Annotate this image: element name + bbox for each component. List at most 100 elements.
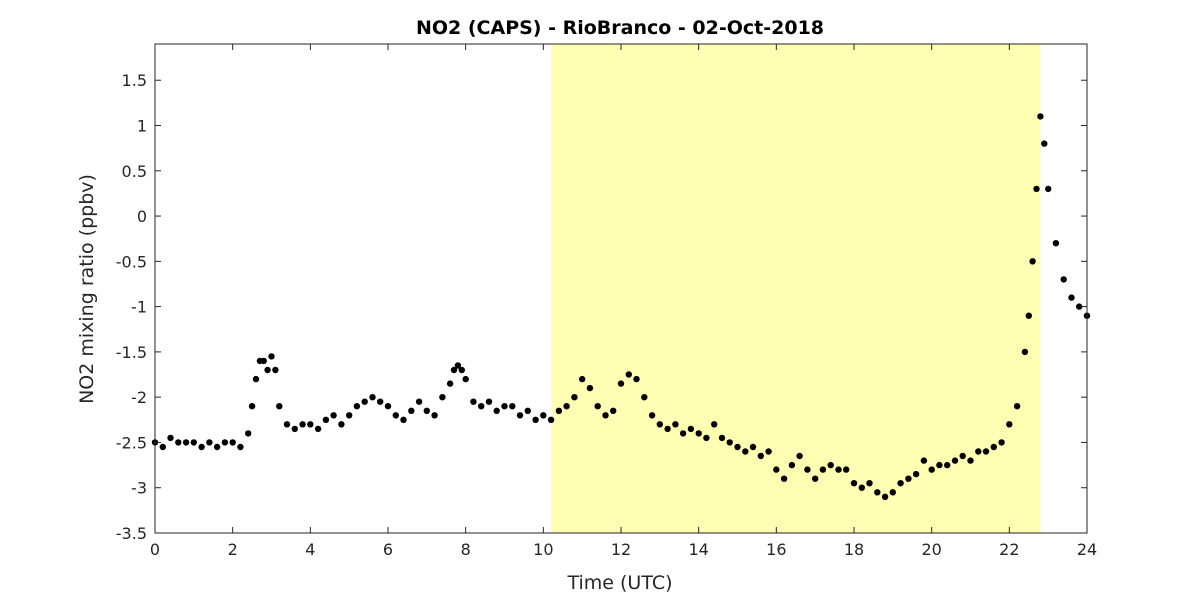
- data-point: [213, 443, 221, 451]
- data-point: [175, 439, 182, 446]
- data-point: [516, 412, 524, 419]
- data-point: [446, 380, 454, 387]
- data-point: [602, 412, 609, 419]
- data-point: [897, 480, 904, 487]
- data-point: [742, 448, 749, 455]
- chart-title: NO2 (CAPS) - RioBranco - 02-Oct-2018: [416, 17, 824, 39]
- data-point: [679, 430, 687, 437]
- data-point: [990, 443, 997, 451]
- data-point: [248, 403, 256, 410]
- data-point: [765, 448, 772, 455]
- data-point: [563, 403, 570, 410]
- data-point: [540, 412, 547, 419]
- data-point: [998, 439, 1005, 446]
- data-point: [276, 403, 283, 410]
- y-tick-label: -2: [131, 388, 147, 407]
- data-point: [633, 375, 640, 383]
- y-tick-label: 1.5: [122, 71, 147, 90]
- y-tick-label: 0: [137, 207, 147, 226]
- data-point: [299, 421, 306, 428]
- data-point: [291, 425, 298, 433]
- data-point: [493, 407, 500, 414]
- data-point: [819, 466, 827, 473]
- data-point: [579, 375, 586, 383]
- data-point: [361, 398, 368, 405]
- data-point: [252, 375, 260, 383]
- data-point: [648, 412, 656, 419]
- data-point: [1045, 185, 1052, 193]
- data-point: [555, 407, 563, 414]
- highlight-span: [551, 44, 1041, 533]
- x-tick-label: 10: [533, 540, 553, 559]
- data-point: [532, 416, 539, 423]
- data-point: [835, 466, 842, 473]
- data-point: [664, 425, 671, 433]
- data-point: [967, 457, 974, 464]
- x-tick-label: 24: [1077, 540, 1097, 559]
- data-point: [656, 421, 663, 428]
- data-point: [804, 466, 811, 473]
- data-point: [703, 434, 710, 442]
- data-point: [322, 416, 330, 423]
- data-point: [1052, 240, 1060, 247]
- x-tick-label: 18: [844, 540, 864, 559]
- data-point: [757, 452, 764, 460]
- data-point: [384, 403, 392, 410]
- data-point: [346, 412, 353, 419]
- data-point: [458, 366, 465, 374]
- data-point: [478, 403, 485, 410]
- y-tick-label: -1: [131, 298, 147, 317]
- y-tick-label: 0.5: [122, 162, 147, 181]
- data-point: [920, 457, 928, 464]
- data-point: [858, 484, 865, 491]
- data-point: [812, 475, 819, 482]
- data-point: [734, 443, 741, 451]
- data-point: [423, 407, 430, 414]
- data-point: [874, 489, 881, 496]
- data-point: [982, 448, 990, 455]
- data-point: [198, 443, 205, 451]
- x-tick-label: 8: [461, 540, 471, 559]
- data-point: [470, 398, 477, 405]
- data-point: [850, 480, 858, 487]
- data-point: [400, 416, 407, 423]
- data-point: [206, 439, 213, 446]
- data-point: [264, 366, 271, 374]
- data-point: [951, 457, 959, 464]
- data-point: [625, 371, 632, 378]
- x-tick-label: 20: [921, 540, 941, 559]
- data-point: [431, 412, 438, 419]
- data-point: [272, 366, 279, 374]
- data-point: [314, 425, 322, 433]
- data-point: [330, 412, 337, 419]
- x-tick-label: 6: [383, 540, 393, 559]
- data-point: [1033, 185, 1040, 193]
- data-point: [462, 375, 469, 383]
- x-tick-label: 0: [150, 540, 160, 559]
- x-tick-label: 12: [611, 540, 631, 559]
- data-point: [687, 425, 695, 433]
- data-point: [788, 461, 796, 469]
- data-point: [338, 421, 345, 428]
- data-point: [718, 434, 726, 442]
- data-point: [524, 407, 531, 414]
- data-point: [796, 452, 803, 460]
- data-point: [672, 421, 679, 428]
- x-tick-label: 22: [999, 540, 1019, 559]
- data-point: [726, 439, 733, 446]
- data-point: [944, 461, 951, 469]
- data-point: [641, 394, 648, 401]
- data-point: [975, 448, 982, 455]
- data-point: [889, 489, 896, 496]
- data-point: [307, 421, 314, 428]
- data-point: [571, 394, 578, 401]
- data-point: [866, 480, 873, 487]
- y-tick-label: -3: [131, 479, 147, 498]
- data-point: [450, 366, 458, 374]
- y-tick-label: -0.5: [116, 252, 147, 271]
- axis-ticks: 0 2 4 6 8 10 12 14 16 18 20 22 24-3.5-3-2.5-2-1.5-1-…: [116, 44, 1097, 559]
- data-point: [377, 398, 384, 405]
- data-point: [1006, 421, 1013, 428]
- data-point: [1068, 294, 1075, 301]
- data-point: [245, 430, 252, 437]
